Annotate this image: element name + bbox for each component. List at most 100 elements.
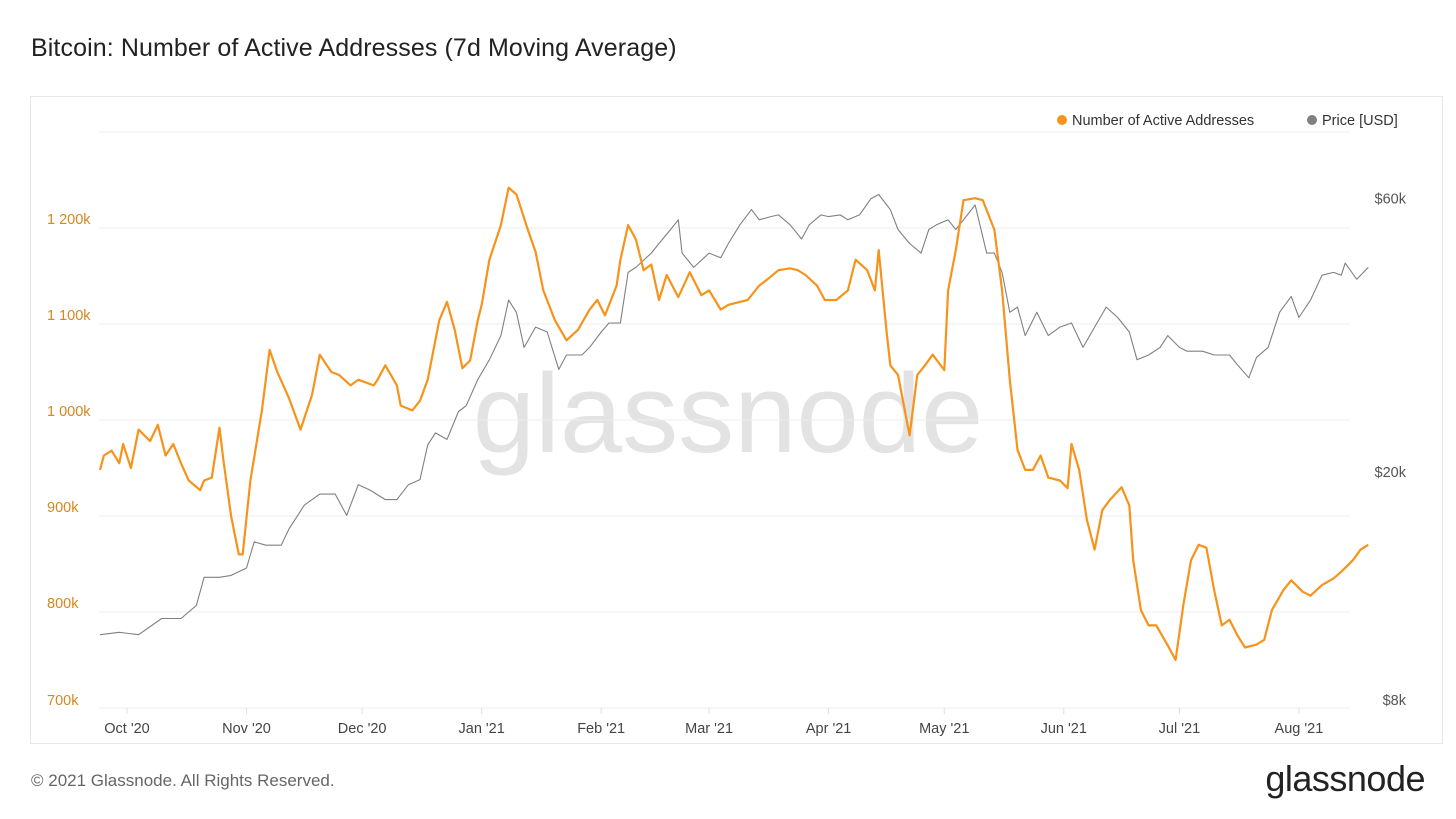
- y-left-tick-label: 800k: [47, 596, 79, 612]
- price-point: [954, 227, 958, 231]
- active-addresses-point: [179, 461, 183, 465]
- active-addresses-point: [1359, 548, 1363, 552]
- active-addresses-point: [1212, 588, 1216, 592]
- active-addresses-point: [1220, 623, 1224, 627]
- price-point: [857, 213, 861, 217]
- active-addresses-point: [1332, 576, 1336, 580]
- y-left-tick-label: 900k: [47, 500, 79, 516]
- price-point: [626, 270, 630, 274]
- active-addresses-point: [877, 248, 881, 252]
- active-addresses-point: [237, 552, 241, 556]
- price-point: [1320, 273, 1324, 277]
- price-point: [927, 227, 931, 231]
- active-addresses-point: [121, 442, 125, 446]
- watermark: glassnode: [473, 351, 984, 476]
- y-left-tick-label: 1 000k: [47, 404, 91, 420]
- active-addresses-point: [298, 428, 302, 432]
- price-point: [457, 410, 461, 414]
- active-addresses-point: [1100, 508, 1104, 512]
- price-point: [1308, 298, 1312, 302]
- active-addresses-point: [318, 353, 322, 357]
- price-point: [445, 437, 449, 441]
- active-addresses-point: [156, 423, 160, 427]
- active-addresses-point: [946, 288, 950, 292]
- price-point: [888, 208, 892, 212]
- price-point: [618, 321, 622, 325]
- price-point: [607, 321, 611, 325]
- price-point: [1158, 345, 1162, 349]
- active-addresses-point: [649, 262, 653, 266]
- active-addresses-point: [426, 378, 430, 382]
- active-addresses-point: [1282, 588, 1286, 592]
- price-point: [669, 227, 673, 231]
- active-addresses-point: [1308, 594, 1312, 598]
- active-addresses-point: [873, 288, 877, 292]
- active-addresses-point: [468, 358, 472, 362]
- active-addresses-point: [603, 313, 607, 317]
- active-addresses-point: [1031, 468, 1035, 472]
- price-point: [1116, 316, 1120, 320]
- price-point: [680, 251, 684, 255]
- x-tick-label: Mar '21: [685, 721, 733, 737]
- active-addresses-point: [110, 449, 114, 453]
- active-addresses-point: [102, 454, 106, 458]
- active-addresses-point: [349, 383, 353, 387]
- active-addresses-point: [1270, 608, 1274, 612]
- price-point: [318, 492, 322, 496]
- active-addresses-point: [765, 278, 769, 282]
- price-point: [819, 213, 823, 217]
- price-point: [827, 215, 831, 219]
- active-addresses-point: [383, 363, 387, 367]
- active-addresses-point: [129, 466, 133, 470]
- price-point: [406, 483, 410, 487]
- active-addresses-point: [372, 383, 376, 387]
- active-addresses-point: [788, 266, 792, 270]
- active-addresses-point: [815, 284, 819, 288]
- active-addresses-point: [534, 250, 538, 254]
- chart-title: Bitcoin: Number of Active Addresses (7d …: [31, 34, 677, 62]
- price-point: [194, 603, 198, 607]
- active-addresses-point: [218, 426, 222, 430]
- active-addresses-point: [395, 383, 399, 387]
- active-addresses-point: [198, 488, 202, 492]
- active-addresses-point: [1166, 644, 1170, 648]
- active-addresses-point: [1000, 288, 1004, 292]
- active-addresses-point: [915, 373, 919, 377]
- active-addresses-point: [992, 228, 996, 232]
- price-point: [1201, 349, 1205, 353]
- active-addresses-point: [445, 300, 449, 304]
- price-point: [1166, 334, 1170, 338]
- legend-label-price[interactable]: Price [USD]: [1322, 113, 1398, 129]
- price-point: [707, 251, 711, 255]
- x-tick-label: Nov '20: [222, 721, 271, 737]
- active-addresses-point: [699, 293, 703, 297]
- x-tick-label: Apr '21: [806, 721, 852, 737]
- price-point: [179, 617, 183, 621]
- price-point: [499, 334, 503, 338]
- active-addresses-point: [576, 328, 580, 332]
- legend[interactable]: Number of Active Addresses Price [USD]: [1057, 113, 1398, 129]
- legend-label-addresses[interactable]: Number of Active Addresses: [1072, 113, 1254, 129]
- active-addresses-point: [356, 378, 360, 382]
- active-addresses-point: [588, 308, 592, 312]
- active-addresses-point: [888, 363, 892, 367]
- active-addresses-point: [260, 408, 264, 412]
- active-addresses-point: [676, 295, 680, 299]
- price-point: [1016, 305, 1020, 309]
- price-point: [1355, 277, 1359, 281]
- active-addresses-point: [1039, 454, 1043, 458]
- active-addresses-point: [1235, 633, 1239, 637]
- active-addresses-point: [137, 428, 141, 432]
- price-point: [599, 330, 603, 334]
- price-point: [333, 492, 337, 496]
- active-addresses-point: [719, 308, 723, 312]
- active-addresses-point: [1197, 543, 1201, 547]
- active-addresses-point: [1023, 468, 1027, 472]
- price-point: [726, 241, 730, 245]
- active-addresses-point: [746, 298, 750, 302]
- price-point: [877, 192, 881, 196]
- active-addresses-point: [399, 404, 403, 408]
- glassnode-logo: glassnode: [1265, 758, 1425, 799]
- price-point: [1177, 345, 1181, 349]
